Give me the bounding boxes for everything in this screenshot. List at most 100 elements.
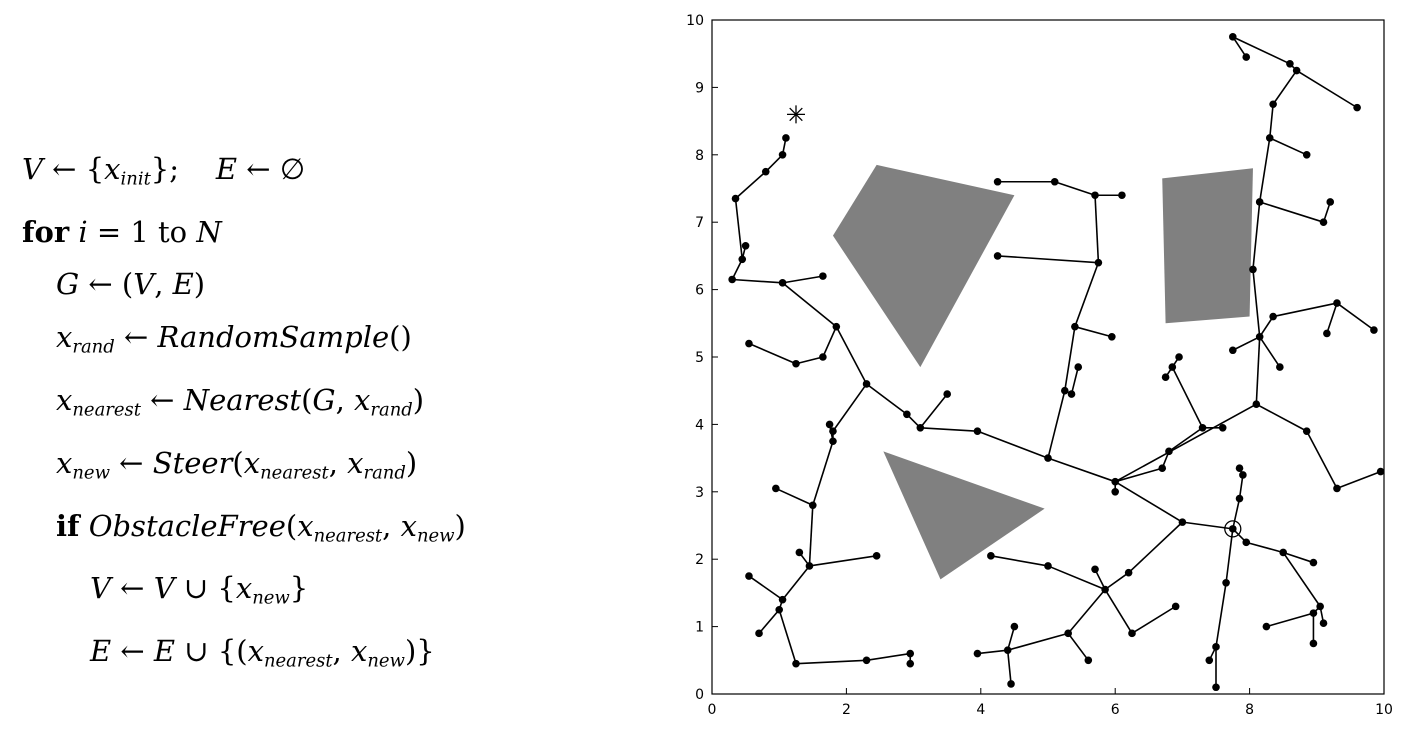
tree-edge xyxy=(1326,302,1338,334)
y-tick-label: 2 xyxy=(695,552,704,568)
tree-node xyxy=(1198,423,1207,432)
tree-edge xyxy=(866,383,908,415)
obstacle-1 xyxy=(832,164,1015,368)
tree-edge xyxy=(808,505,814,566)
axis-ticks: 0 2 4 6 8 10 0 1 2 3 4 5 6 7 8 9 10 xyxy=(686,13,1393,718)
tree-node xyxy=(993,252,1002,260)
tree-edge xyxy=(1246,541,1284,554)
algo-line-for: for i = 1 to N xyxy=(22,214,222,249)
plot-frame xyxy=(711,19,1385,695)
tree-edge xyxy=(1258,137,1271,203)
y-tick-label: 9 xyxy=(695,80,704,96)
tree-node xyxy=(1108,332,1116,341)
y-tick-label: 3 xyxy=(695,485,704,501)
obstacles xyxy=(832,164,1253,580)
tree-node xyxy=(1007,680,1015,688)
tree-node xyxy=(993,177,1002,186)
tree-node xyxy=(973,649,982,658)
tree-edge xyxy=(795,356,824,365)
tree-edge xyxy=(1272,302,1338,318)
tree-edge xyxy=(1252,269,1261,337)
tree-edge xyxy=(1272,70,1298,105)
tree-node xyxy=(1265,134,1274,142)
tree-node xyxy=(1229,525,1237,533)
tree-edge xyxy=(822,326,838,358)
tree-node xyxy=(1094,258,1103,267)
tree-node xyxy=(1242,53,1251,61)
y-tick-label: 10 xyxy=(686,13,704,29)
tree-node xyxy=(772,484,780,493)
tree-node xyxy=(1118,191,1126,200)
tree-edge xyxy=(1047,565,1106,591)
tree-edge xyxy=(795,659,867,665)
algo-line-if: if ObstacleFree(xnearest, xnew) xyxy=(56,508,466,546)
tree-node xyxy=(775,605,783,614)
tree-node xyxy=(1044,562,1052,570)
tree-edge xyxy=(734,171,767,200)
tree-node xyxy=(1128,629,1136,638)
tree-node xyxy=(1212,683,1220,692)
tree-edge xyxy=(1259,316,1274,338)
tree-edge xyxy=(1047,457,1116,483)
tree-node xyxy=(1229,33,1237,41)
tree-node xyxy=(1178,518,1187,526)
tree-edge xyxy=(809,555,877,567)
algo-line-nearest: xnearest ← Nearest(G, xrand) xyxy=(56,382,425,421)
algo-line-steer: xnew ← Steer(xnearest, xrand) xyxy=(56,445,418,484)
tree-node xyxy=(792,659,800,668)
x-tick-label: 2 xyxy=(842,702,851,718)
tree-edge xyxy=(1336,470,1381,490)
tree-node xyxy=(809,501,817,510)
tree-node xyxy=(1249,265,1257,274)
tree-node xyxy=(778,279,787,287)
tree-node xyxy=(829,427,837,435)
tree-node xyxy=(903,410,911,419)
y-tick-label: 7 xyxy=(695,215,704,231)
tree-node xyxy=(1171,602,1180,611)
tree-node xyxy=(1222,578,1230,587)
tree-node xyxy=(1279,548,1287,557)
tree-node xyxy=(1229,346,1237,355)
algo-line-init: V ← {xinit}; E ← ∅ xyxy=(22,152,306,190)
tree-edge xyxy=(1232,36,1291,65)
x-tick-label: 10 xyxy=(1375,702,1393,718)
tree-node xyxy=(1262,622,1271,631)
tree-node xyxy=(973,427,982,435)
algorithm-pseudocode: V ← {xinit}; E ← ∅ for i = 1 to N G ← (V… xyxy=(22,143,466,688)
tree-edge xyxy=(866,652,911,662)
tree-node xyxy=(906,659,915,668)
tree-edge xyxy=(919,393,948,429)
tree-node xyxy=(1064,629,1072,638)
tree-nodes xyxy=(728,33,1385,692)
tree-node xyxy=(1071,322,1079,331)
tree-node xyxy=(1168,363,1177,371)
tree-edge xyxy=(781,565,811,601)
tree-edge xyxy=(1067,632,1089,661)
tree-node xyxy=(1269,312,1277,321)
tree-edge xyxy=(1114,481,1183,523)
tree-node xyxy=(1326,198,1335,206)
tree-edge xyxy=(832,383,868,432)
tree-edge xyxy=(1104,589,1133,634)
tree-node xyxy=(795,548,804,557)
tree-node xyxy=(1252,400,1261,408)
y-tick-label: 6 xyxy=(695,283,704,299)
tree-edge xyxy=(1054,181,1096,196)
tree-node xyxy=(1205,656,1214,665)
goal-marker-stroke xyxy=(789,107,803,122)
tree-node xyxy=(1255,332,1264,341)
tree-edge xyxy=(1104,572,1130,591)
tree-edges xyxy=(731,36,1381,688)
tree-node xyxy=(745,572,753,580)
obstacle-2 xyxy=(1162,168,1253,324)
tree-node xyxy=(745,339,753,348)
tree-node xyxy=(1050,177,1059,186)
tree-node xyxy=(1084,656,1093,665)
tree-node xyxy=(805,562,814,570)
y-tick-label: 4 xyxy=(695,417,704,433)
tree-node xyxy=(1376,467,1385,476)
tree-node xyxy=(829,437,837,446)
tree-node xyxy=(782,134,790,142)
tree-node xyxy=(1319,619,1328,628)
